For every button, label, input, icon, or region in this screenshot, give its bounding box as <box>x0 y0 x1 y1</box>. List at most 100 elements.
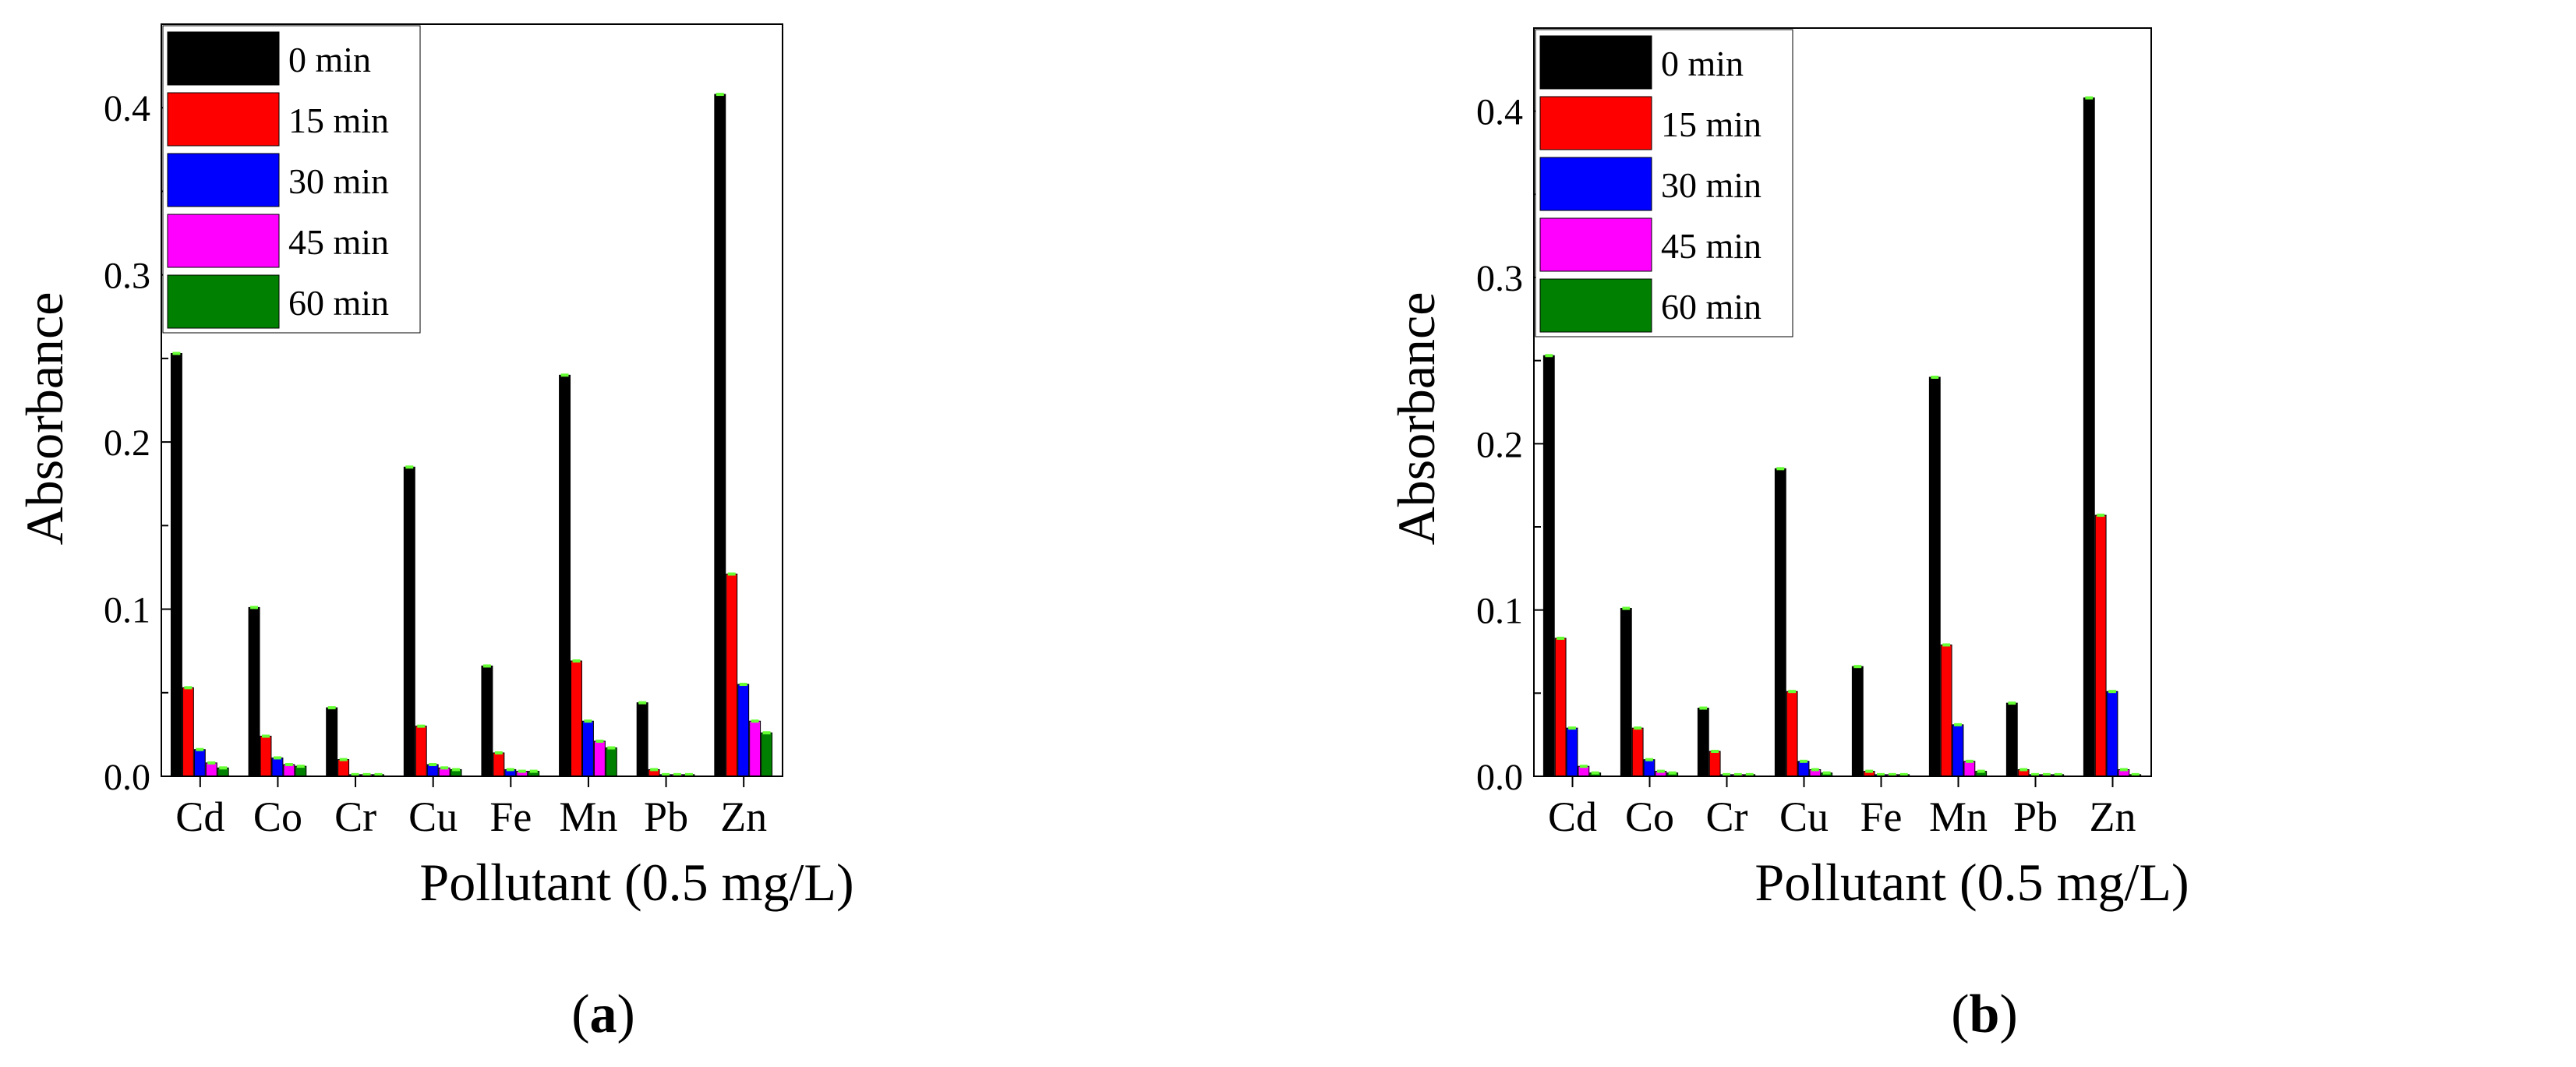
legend-swatch <box>167 31 280 86</box>
bar-cu-series-2 <box>1786 691 1798 777</box>
legend-swatch <box>167 274 280 329</box>
bar-zn-series-2 <box>726 574 738 777</box>
bar-co-series-1 <box>248 606 260 777</box>
y-tick-label: 0.0 <box>1476 757 1523 798</box>
x-tick-label-co: Co <box>253 793 302 840</box>
bar-cd-series-2 <box>1554 638 1567 777</box>
bar-cr-series-1 <box>326 707 338 777</box>
x-tick-label-pb: Pb <box>2013 793 2058 840</box>
legend-swatch <box>1539 217 1652 272</box>
bar-cr-series-2 <box>1708 751 1721 777</box>
legend-swatch <box>1539 35 1652 90</box>
bar-zn-series-3 <box>2106 691 2118 777</box>
bar-mn-series-2 <box>1940 644 1952 777</box>
bar-cd-series-3 <box>193 749 206 777</box>
bar-zn-series-2 <box>2094 514 2107 777</box>
y-tick-label: 0.4 <box>1476 92 1523 133</box>
bar-zn-series-3 <box>737 684 750 777</box>
legend-label: 15 min <box>1661 104 1762 144</box>
bar-zn-series-5 <box>761 732 773 777</box>
y-tick-label: 0.3 <box>104 256 150 297</box>
legend-swatch <box>1539 96 1652 150</box>
bar-pb-series-1 <box>2005 702 2018 777</box>
bar-cd-series-4 <box>205 762 217 777</box>
bar-cd-series-3 <box>1566 727 1578 777</box>
bar-pb-series-1 <box>636 702 648 777</box>
caption-letter-b: b <box>1970 984 2000 1044</box>
bar-co-series-4 <box>283 764 295 777</box>
legend-label: 15 min <box>288 101 389 140</box>
legend-label: 60 min <box>288 283 389 323</box>
bar-cu-series-3 <box>1797 761 1810 777</box>
x-axis-label-b: Pollutant (0.5 mg/L) <box>1754 853 2189 912</box>
bar-cu-series-1 <box>1774 468 1786 777</box>
bar-mn-series-2 <box>571 660 582 777</box>
panel-caption-a: (a) <box>571 984 635 1044</box>
legend-swatch <box>1539 157 1652 211</box>
bar-co-series-2 <box>1631 727 1644 777</box>
y-axis-label-b: Absorbance <box>1387 292 1446 546</box>
caption-letter-a: a <box>590 984 617 1044</box>
bar-mn-series-4 <box>593 740 606 777</box>
x-tick-label-fe: Fe <box>1860 793 1903 840</box>
plot-frame <box>1533 27 2152 777</box>
bar-zn-series-4 <box>749 720 761 777</box>
x-tick-label-cd: Cd <box>175 793 224 840</box>
caption-open-a: ( <box>571 984 589 1044</box>
chart-panel-b: 0.0 0.1 0.2 0.3 0.4 Cd Co Cr Cu Fe Mn Pb Zn 0 min 15 m… <box>1387 27 2189 1044</box>
plot-area-b: 0.0 0.1 0.2 0.3 0.4 Cd Co Cr Cu Fe Mn Pb Zn 0 min 15 m… <box>1476 27 2152 840</box>
legend: 0 min 15 min 30 min 45 min 60 min <box>1535 29 1793 337</box>
caption-open-b: ( <box>1951 984 1969 1044</box>
legend-swatch <box>167 92 280 147</box>
bar-cu-series-2 <box>415 726 427 777</box>
legend-label: 0 min <box>1661 44 1744 83</box>
legend-swatch <box>167 214 280 268</box>
x-tick-label-cr: Cr <box>1706 793 1748 840</box>
bar-cr-series-1 <box>1697 708 1709 777</box>
bar-co-series-3 <box>271 757 284 777</box>
y-tick-label: 0.4 <box>104 88 150 129</box>
legend-label: 45 min <box>288 222 389 262</box>
caption-close-a: ) <box>617 984 635 1044</box>
bar-co-series-3 <box>1643 759 1655 777</box>
bar-co-series-1 <box>1620 608 1632 777</box>
y-tick-label: 0.1 <box>104 590 150 631</box>
bar-cu-series-3 <box>426 764 439 777</box>
bar-cd-series-2 <box>182 687 194 777</box>
y-tick-label: 0.0 <box>104 757 150 798</box>
y-tick-label: 0.1 <box>1476 591 1523 632</box>
plot-area-a: 0.0 0.1 0.2 0.3 0.4 Cd Co Cr Cu Fe Mn Pb Zn 0 min 15 m… <box>104 23 783 840</box>
chart-panel-a: 0.0 0.1 0.2 0.3 0.4 Cd Co Cr Cu Fe Mn Pb Zn 0 min 15 m… <box>15 23 854 1044</box>
bar-mn-series-4 <box>1963 761 1976 777</box>
x-tick-label-zn: Zn <box>720 793 767 840</box>
bar-zn-series-1 <box>2083 97 2095 777</box>
bar-cd-series-1 <box>170 352 182 777</box>
x-tick-label-zn: Zn <box>2090 793 2136 840</box>
bar-mn-series-3 <box>1952 724 1964 777</box>
x-tick-label-fe: Fe <box>489 793 532 840</box>
bar-fe-series-1 <box>1851 666 1864 777</box>
y-axis-label-a: Absorbance <box>15 292 74 546</box>
caption-close-b: ) <box>1999 984 2017 1044</box>
y-tick-label: 0.2 <box>1476 424 1523 465</box>
x-tick-label-pb: Pb <box>644 793 688 840</box>
legend-label: 30 min <box>288 161 389 201</box>
bar-mn-series-3 <box>581 720 594 777</box>
x-tick-label-cu: Cu <box>408 793 458 840</box>
bar-cu-series-1 <box>403 466 415 777</box>
x-tick-label-mn: Mn <box>1929 793 1988 840</box>
legend-label: 30 min <box>1661 165 1762 205</box>
legend-swatch <box>167 153 280 207</box>
panel-caption-b: (b) <box>1951 984 2018 1044</box>
bar-mn-series-1 <box>559 374 571 777</box>
bar-mn-series-1 <box>1928 376 1941 777</box>
bar-fe-series-2 <box>493 752 505 777</box>
bar-co-series-2 <box>260 736 272 777</box>
bar-cd-series-1 <box>1542 355 1555 777</box>
plot-frame <box>161 23 783 777</box>
legend-swatch <box>1539 278 1652 333</box>
x-tick-label-cd: Cd <box>1548 793 1597 840</box>
x-tick-label-mn: Mn <box>559 793 617 840</box>
legend: 0 min 15 min 30 min 45 min 60 min <box>162 25 421 334</box>
